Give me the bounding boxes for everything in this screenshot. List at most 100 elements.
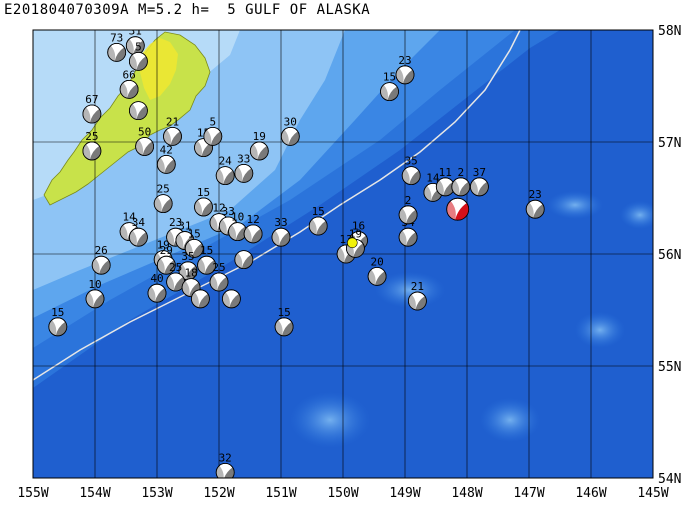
- event-depth-label: 33: [237, 152, 250, 165]
- beachball-compression: [201, 201, 213, 216]
- event-depth-label: 50: [138, 125, 151, 138]
- beachball-compression: [533, 204, 545, 219]
- beachball-compression: [241, 168, 253, 183]
- beachball-rim: [407, 291, 427, 311]
- focal-mechanism: [525, 199, 545, 219]
- beachball-compression: [201, 142, 213, 157]
- focal-mechanism: [82, 141, 102, 161]
- focal-mechanism: [398, 205, 418, 225]
- beachball-rim: [451, 177, 471, 197]
- event-depth-label: 14: [122, 211, 136, 224]
- focal-mechanism: [401, 166, 421, 186]
- beachball-compression: [198, 293, 210, 308]
- beachball-rim: [107, 43, 127, 62]
- lon-tick-label: 149W: [389, 486, 420, 501]
- lon-tick-label: 147W: [513, 486, 544, 501]
- beachball-rim: [215, 463, 235, 478]
- event-depth-label: 30: [284, 115, 297, 128]
- seamount-6: [575, 312, 625, 348]
- event-depth-label: 21: [411, 280, 424, 293]
- beachball-compression: [99, 260, 111, 275]
- beachball-compression: [409, 170, 421, 185]
- focal-mechanism: [128, 101, 148, 121]
- magnitude: M=5.2: [137, 2, 183, 18]
- event-depth-label: 15: [188, 227, 201, 240]
- beachball-compression: [282, 321, 294, 336]
- focal-mechanism: [128, 51, 148, 71]
- event-depth-label: 40: [150, 272, 163, 285]
- beachball-compression: [477, 181, 489, 196]
- event-depth-label: 35: [181, 250, 194, 263]
- event-depth-label: 11: [439, 166, 452, 179]
- beachball-rim: [194, 138, 213, 158]
- focal-mechanism: [85, 289, 105, 309]
- event-depth-label: 16: [352, 220, 365, 233]
- beachball-compression: [455, 202, 469, 221]
- focal-mechanism: [119, 79, 139, 99]
- beachball-compression-2: [446, 200, 456, 220]
- region-name: GULF OF ALASKA: [245, 2, 371, 18]
- trench-line: [33, 30, 521, 381]
- focal-mechanism: [228, 222, 248, 242]
- beachball-rim: [181, 278, 201, 298]
- beachball-compression: [192, 243, 204, 258]
- beachball-rim: [156, 255, 176, 275]
- event-depth-label: 67: [85, 93, 98, 106]
- event-title: E201804070309A M=5.2 h= 5 GULF OF ALASKA: [4, 2, 370, 18]
- event-depth-label: 33: [274, 216, 287, 229]
- beachball-compression: [89, 145, 101, 160]
- beachball-rim: [203, 126, 223, 146]
- beachball-rim: [395, 65, 415, 85]
- beachball-rim: [367, 266, 387, 286]
- beachball-rim: [184, 238, 204, 258]
- event-depth-label: 15: [51, 306, 64, 319]
- beachball-compression: [170, 131, 182, 146]
- event-depth-label: 10: [88, 278, 101, 291]
- focal-mechanism: [451, 177, 471, 197]
- event-depth-label: 12: [212, 202, 225, 215]
- beachball-rim: [128, 227, 148, 247]
- event-depth-label: 12: [246, 213, 259, 226]
- beachball-rim: [401, 166, 421, 186]
- beachball-compression: [161, 198, 173, 213]
- event-depth-label: 42: [160, 143, 173, 156]
- lon-tick-label: 146W: [575, 486, 606, 501]
- event-depth-label: 66: [122, 68, 135, 81]
- main-event-mechanism: [446, 197, 470, 221]
- beachball-rim: [163, 126, 182, 146]
- beachball-compression: [136, 56, 148, 71]
- event-depth-label: 18: [184, 267, 197, 280]
- lon-tick-label: 148W: [451, 486, 482, 501]
- beachball-compression: [164, 159, 176, 174]
- beachball-compression: [229, 293, 241, 308]
- beachball-rim: [135, 137, 155, 156]
- event-depth-label: 25: [157, 183, 170, 196]
- beachball-rim: [234, 163, 254, 183]
- beachball-compression: [204, 260, 216, 275]
- event-depth-label: 15: [383, 71, 396, 84]
- beachball-compression: [216, 276, 228, 291]
- beachball-compression: [257, 145, 269, 160]
- depth: h= 5: [191, 2, 237, 18]
- beachball-rim: [243, 224, 263, 244]
- beachball-rim: [469, 177, 489, 197]
- lon-tick-label: 151W: [265, 486, 296, 501]
- event-depth-label: 23: [169, 216, 182, 229]
- event-depth-label: 35: [405, 155, 418, 168]
- beachball-compression: [251, 228, 263, 243]
- focal-mechanism: [135, 137, 155, 156]
- focal-mechanism: [215, 166, 235, 186]
- beachball-rim: [380, 82, 399, 101]
- focal-mechanism: [107, 43, 127, 62]
- event-depth-label: 33: [222, 205, 235, 218]
- beachball-rim: [197, 255, 217, 275]
- event-depth-label: 19: [349, 227, 362, 240]
- focal-mechanism: [274, 317, 294, 337]
- beachball-compression: [133, 40, 145, 55]
- event-depth-label: 2: [457, 166, 464, 179]
- event-depth-label: 25: [212, 261, 225, 274]
- seamount-3: [375, 272, 445, 308]
- beachball-compression: [278, 232, 290, 247]
- event-depth-label: 25: [169, 261, 182, 274]
- lat-tick-label: 55N: [658, 360, 681, 375]
